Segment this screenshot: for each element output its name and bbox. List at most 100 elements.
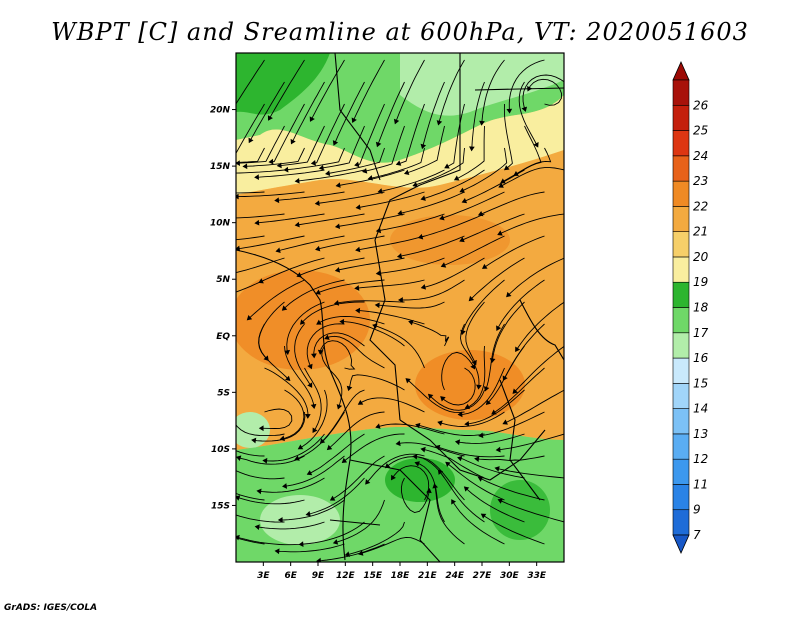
streamline-arrow <box>290 138 296 145</box>
streamline-arrow <box>420 284 427 290</box>
streamline <box>295 169 365 182</box>
lon-tick-label: 30E <box>500 571 520 581</box>
streamline-arrow <box>476 384 482 390</box>
streamline-arrow <box>498 182 504 188</box>
border-north <box>334 53 381 181</box>
streamline <box>236 470 285 480</box>
streamline <box>358 536 425 555</box>
streamline <box>437 411 505 427</box>
streamline-arrow <box>521 106 528 112</box>
colorbar-swatch <box>672 458 690 485</box>
streamline-arrow <box>275 247 281 254</box>
border-central <box>369 53 461 421</box>
streamline <box>368 147 425 180</box>
streamline <box>255 213 325 224</box>
streamline <box>459 213 525 242</box>
streamline-arrow <box>427 393 434 400</box>
lat-tick-label: 5N <box>216 275 230 285</box>
streamline-arrow <box>294 177 300 184</box>
lon-tick-label: 18E <box>391 571 411 581</box>
colorbar-swatch <box>672 155 690 182</box>
streamline-arrow <box>195 190 199 194</box>
streamline <box>438 469 485 523</box>
streamline <box>334 300 405 305</box>
streamline-arrow <box>444 163 450 169</box>
colorbar-swatch <box>672 357 690 384</box>
streamline-arrow <box>396 253 403 259</box>
streamline-arrow <box>398 297 403 303</box>
streamline-arrow <box>464 420 470 427</box>
streamline <box>264 367 309 419</box>
streamline <box>236 514 285 523</box>
lon-tick-label: 15E <box>363 571 383 581</box>
streamline <box>376 213 445 232</box>
streamline <box>433 484 465 545</box>
streamline <box>345 521 405 556</box>
colorbar-swatch <box>672 256 690 283</box>
colorbar-label: 22 <box>693 199 708 213</box>
streamline-arrow <box>459 236 465 243</box>
wbpt-field <box>195 53 564 562</box>
streamline-arrow <box>309 116 315 122</box>
streamline <box>398 279 465 301</box>
streamline <box>298 389 328 450</box>
streamline <box>236 450 265 457</box>
colorbar-label: 23 <box>693 174 708 188</box>
streamline-arrow <box>483 386 490 392</box>
streamline-arrow <box>440 396 446 402</box>
colorbar-label: 18 <box>693 301 709 315</box>
streamline-arrow <box>474 456 480 462</box>
colorbar-swatch <box>672 206 690 232</box>
colorbar-label: 21 <box>693 225 708 239</box>
wbpt-east-max <box>415 350 525 420</box>
wbpt-west-max <box>236 270 370 370</box>
wbpt-north-lightgreen <box>400 53 564 116</box>
streamline-arrow <box>268 158 274 165</box>
colorbar-label: 20 <box>693 250 709 264</box>
streamline-arrow <box>199 522 203 526</box>
streamline <box>421 81 445 149</box>
colorbar-label: 19 <box>693 275 708 289</box>
streamline-arrow <box>420 143 427 150</box>
colorbar-swatch <box>672 484 690 511</box>
streamline <box>495 467 564 479</box>
streamline <box>500 147 552 184</box>
colorbar-label: 13 <box>693 427 708 441</box>
streamline-arrow <box>236 534 240 541</box>
streamline <box>465 301 485 365</box>
streamline <box>506 257 564 297</box>
colorbar-label: 11 <box>693 477 708 491</box>
streamline-arrow <box>491 409 497 415</box>
colorbar-label: 17 <box>693 326 709 340</box>
country-borders <box>236 53 564 562</box>
streamline <box>282 455 345 487</box>
streamline <box>313 332 365 358</box>
streamline <box>471 81 485 151</box>
streamline <box>491 301 525 363</box>
streamline <box>335 213 405 228</box>
streamline-arrow <box>457 411 463 418</box>
streamline-arrow <box>468 295 475 302</box>
streamline-arrow <box>297 444 304 450</box>
streamline-arrow <box>412 181 418 188</box>
streamline <box>236 191 265 194</box>
streamline-arrow <box>341 457 348 464</box>
streamline <box>397 235 465 258</box>
lat-tick-label: EQ <box>216 332 230 342</box>
streamline <box>404 125 445 175</box>
streamline <box>236 103 265 155</box>
streamline <box>259 408 293 429</box>
streamline <box>291 81 325 144</box>
streamline <box>251 411 306 442</box>
streamline <box>327 411 385 450</box>
lon-tick-label: 27E <box>473 571 493 581</box>
streamline <box>295 213 365 226</box>
streamline <box>365 453 425 485</box>
streamline-arrow <box>415 422 421 429</box>
streamline <box>394 59 425 124</box>
streamline <box>428 389 485 411</box>
streamline-arrow <box>198 295 202 299</box>
streamline <box>481 513 545 545</box>
colorbar-swatch <box>672 104 690 131</box>
